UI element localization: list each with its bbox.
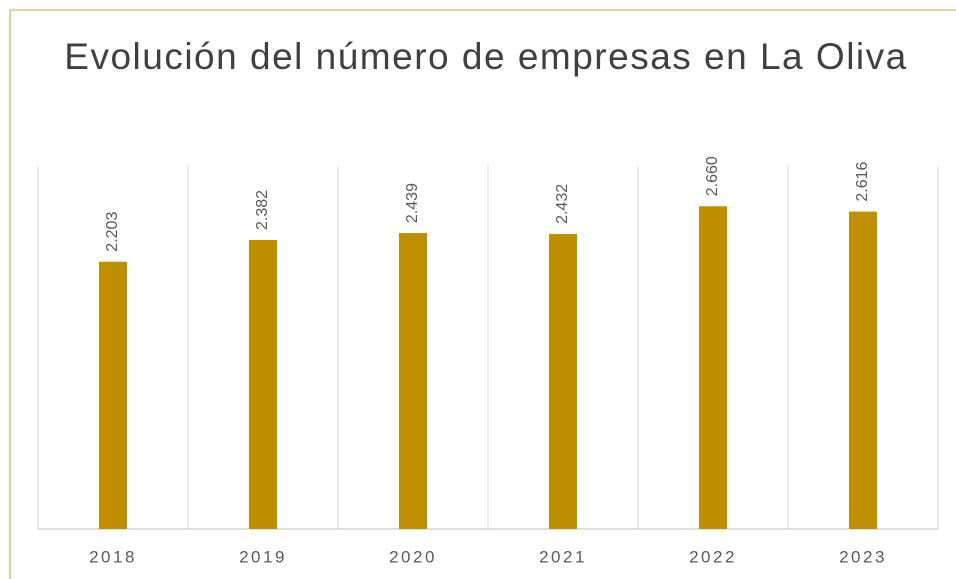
x-tick-label: 2018 [89,547,137,566]
bar [849,211,877,530]
chart-title: Evolución del número de empresas en La O… [64,36,908,77]
x-tick-label: 2020 [389,547,437,566]
x-tick-label: 2023 [839,547,887,566]
data-label: 2.660 [704,156,721,196]
bar [699,206,727,529]
data-label: 2.432 [554,184,571,224]
x-tick-label: 2019 [239,547,287,566]
x-tick-label: 2022 [689,547,737,566]
bar [399,233,427,529]
data-label: 2.616 [854,161,871,201]
data-label: 2.382 [254,190,271,230]
bar [99,261,127,529]
x-tick-label: 2021 [539,547,587,566]
data-label: 2.439 [404,183,421,223]
bar [549,233,577,529]
bar [249,239,277,529]
data-label: 2.203 [104,212,121,252]
